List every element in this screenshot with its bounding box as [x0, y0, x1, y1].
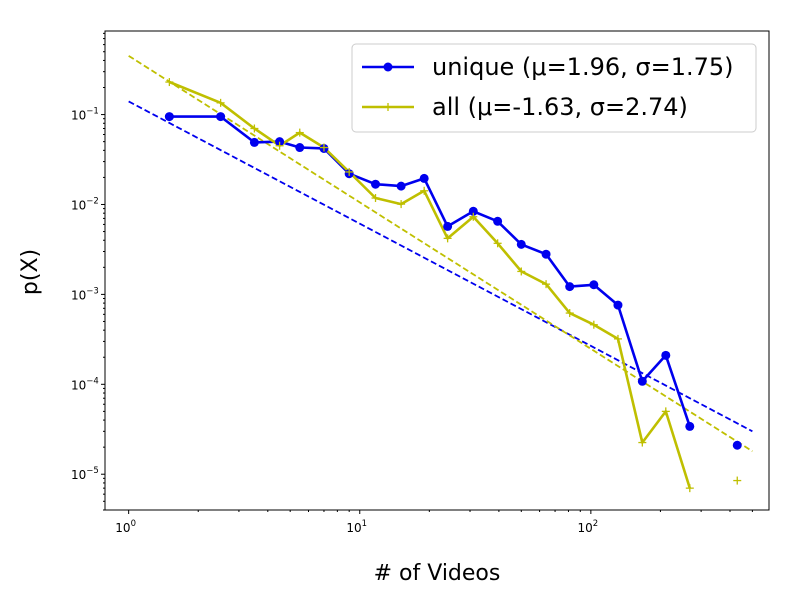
point-0-19	[661, 350, 671, 360]
legend: unique (μ=1.96, σ=1.75) all (μ=-1.63, σ=2…	[351, 43, 757, 133]
point-0-20	[685, 421, 695, 431]
point-1-0	[165, 78, 174, 87]
point-1-18	[638, 438, 647, 447]
point-0-17	[613, 300, 623, 310]
point-1-21	[733, 476, 742, 485]
point-0-21	[732, 440, 742, 450]
point-0-18	[637, 376, 647, 386]
y-tick-label: 10−1	[71, 107, 99, 123]
series-markers	[164, 78, 742, 493]
x-axis: 100 101 102	[115, 510, 753, 535]
point-1-7	[371, 194, 380, 203]
point-1-17	[613, 334, 622, 343]
point-0-10	[443, 221, 453, 231]
point-0-2	[249, 137, 259, 147]
x-tick-label: 100	[115, 519, 136, 535]
y-tick-label: 10−3	[71, 286, 99, 302]
point-0-11	[468, 206, 478, 216]
point-1-9	[420, 186, 429, 195]
legend-label-1: all (μ=-1.63, σ=2.74)	[432, 93, 688, 121]
point-1-5	[319, 143, 328, 152]
point-1-10	[443, 234, 452, 243]
x-tick-label: 101	[346, 519, 367, 535]
legend-marker-0	[383, 62, 393, 72]
point-0-13	[516, 239, 526, 249]
legend-entry-1: all (μ=-1.63, σ=2.74)	[362, 93, 688, 121]
plot-frame	[104, 30, 770, 511]
point-0-9	[419, 173, 429, 183]
point-1-13	[517, 267, 526, 276]
point-1-19	[661, 407, 670, 416]
fit-line-1	[128, 55, 753, 453]
point-0-8	[396, 181, 406, 191]
point-0-4	[295, 143, 305, 153]
point-1-16	[589, 320, 598, 329]
point-0-16	[589, 280, 599, 290]
point-1-11	[469, 212, 478, 221]
point-0-14	[541, 249, 551, 259]
point-0-0	[164, 112, 174, 122]
point-0-7	[371, 179, 381, 189]
point-1-3	[275, 141, 284, 150]
point-1-4	[295, 128, 304, 137]
y-axis-title: p(X)	[18, 249, 43, 295]
point-1-20	[685, 484, 694, 493]
point-0-12	[493, 216, 503, 226]
x-axis-title: # of Videos	[374, 561, 501, 586]
legend-entry-0: unique (μ=1.96, σ=1.75)	[362, 53, 734, 81]
legend-frame	[351, 43, 757, 133]
point-0-3	[275, 137, 285, 147]
y-tick-label: 10−2	[71, 196, 99, 212]
point-0-15	[565, 282, 575, 292]
y-axis: 10−1 10−2 10−3 10−4 10−5	[71, 32, 105, 511]
point-0-1	[216, 112, 226, 122]
y-tick-label: 10−4	[71, 376, 99, 392]
point-1-12	[493, 239, 502, 248]
point-1-6	[345, 167, 354, 176]
point-1-1	[216, 98, 225, 107]
point-1-15	[565, 309, 574, 318]
point-1-8	[397, 200, 406, 209]
legend-label-0: unique (μ=1.96, σ=1.75)	[432, 53, 734, 81]
y-tick-label: 10−5	[71, 466, 99, 482]
x-tick-label: 102	[578, 519, 599, 535]
point-1-14	[542, 280, 551, 289]
point-1-2	[250, 124, 259, 133]
